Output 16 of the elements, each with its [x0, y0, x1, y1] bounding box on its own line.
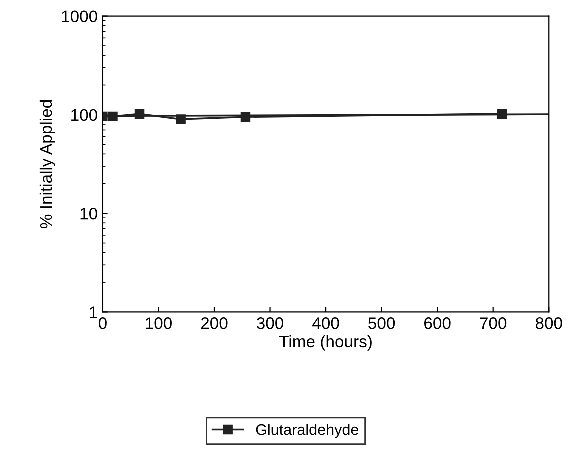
x-axis-title: Time (hours) — [280, 335, 372, 351]
legend-label: Glutaraldehyde — [256, 424, 359, 438]
y-tick-label: 100 — [72, 109, 98, 122]
x-tick-label: 100 — [146, 318, 172, 330]
x-tick-label: 500 — [368, 318, 396, 330]
y-tick-label: 10 — [80, 208, 98, 220]
x-tick-label: 600 — [424, 318, 451, 330]
x-tick-label: 0 — [98, 318, 107, 330]
x-tick-label: 300 — [257, 318, 284, 330]
y-tick-label: 1000 — [62, 10, 98, 23]
x-tick-label: 700 — [480, 318, 507, 330]
x-tick-label: 800 — [536, 318, 562, 330]
y-tick-label: 1 — [90, 306, 98, 318]
x-tick-label: 400 — [312, 318, 340, 330]
x-tick-label: 200 — [201, 318, 228, 330]
y-axis-title: % Initially Applied — [40, 100, 56, 229]
